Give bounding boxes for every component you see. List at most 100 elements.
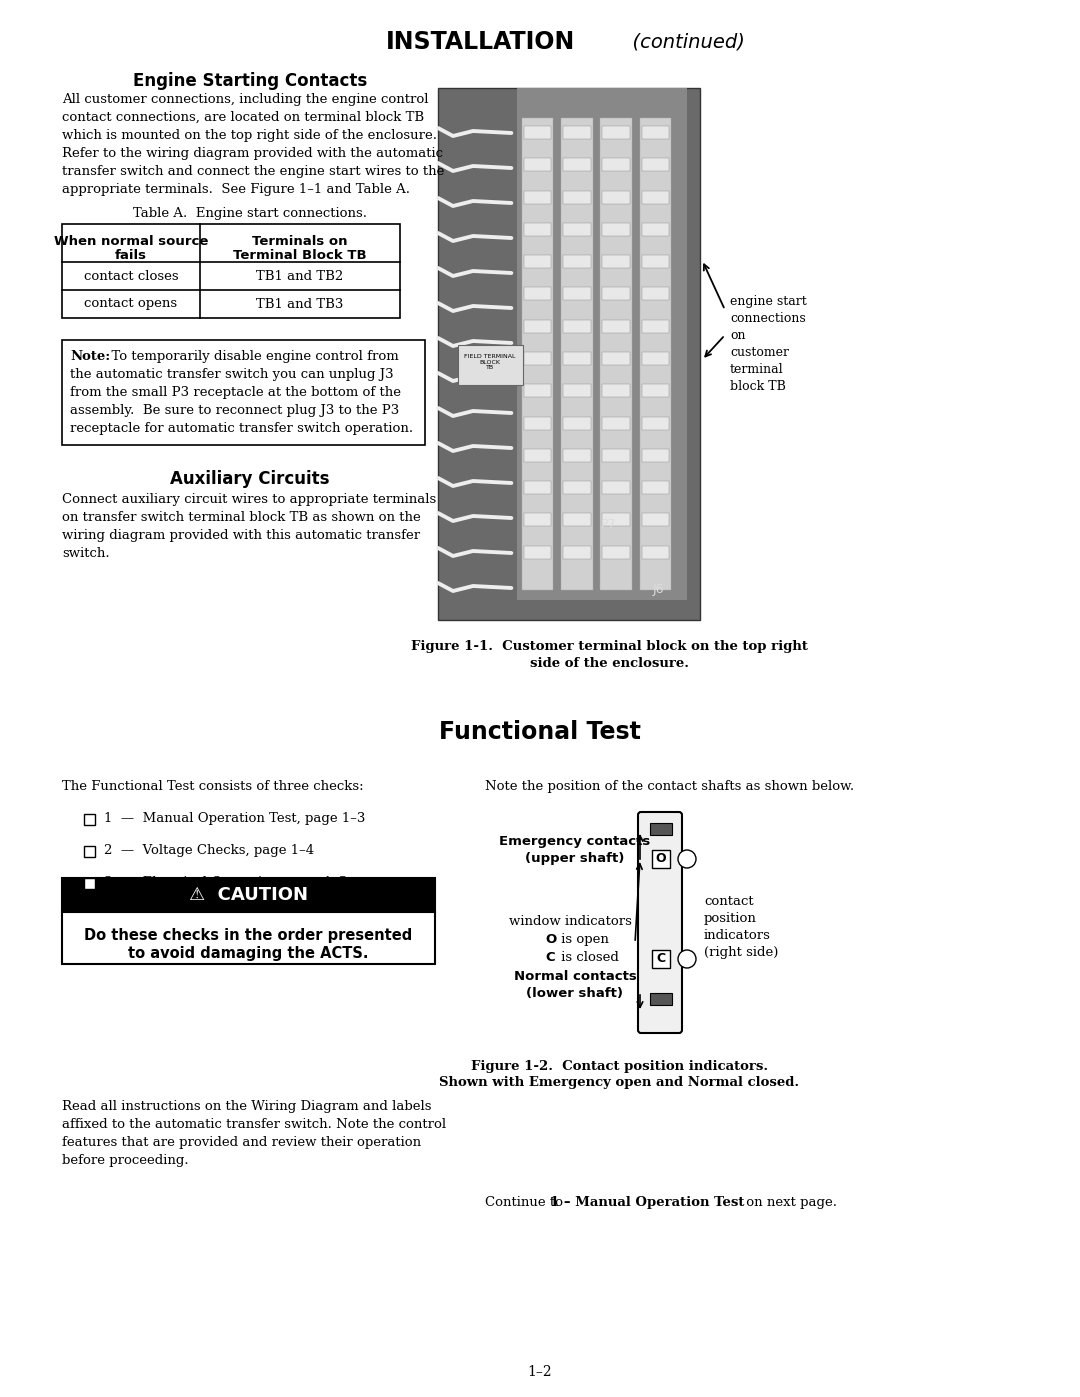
Bar <box>524 256 551 268</box>
Bar <box>650 993 672 1004</box>
Bar <box>62 224 400 319</box>
Text: Refer to the wiring diagram provided with the automatic: Refer to the wiring diagram provided wit… <box>62 147 443 161</box>
Text: Auxiliary Circuits: Auxiliary Circuits <box>171 469 329 488</box>
Text: Emergency contacts: Emergency contacts <box>499 835 650 848</box>
Bar <box>603 546 630 559</box>
Bar <box>524 320 551 332</box>
Bar <box>642 126 670 138</box>
Text: side of the enclosure.: side of the enclosure. <box>529 657 689 671</box>
Bar <box>516 88 687 599</box>
Bar <box>603 224 630 236</box>
Text: Functional Test: Functional Test <box>440 719 640 745</box>
Bar <box>603 448 630 462</box>
Text: ⚠  CAUTION: ⚠ CAUTION <box>189 886 308 904</box>
Circle shape <box>678 849 696 868</box>
Bar <box>524 352 551 365</box>
Bar <box>603 256 630 268</box>
Bar <box>563 256 591 268</box>
Text: To temporarily disable engine control from: To temporarily disable engine control fr… <box>103 351 399 363</box>
Text: (right side): (right side) <box>704 946 779 958</box>
Text: 2  —  Voltage Checks, page 1–4: 2 — Voltage Checks, page 1–4 <box>104 844 314 856</box>
Text: (lower shaft): (lower shaft) <box>527 988 623 1000</box>
Text: Read all instructions on the Wiring Diagram and labels: Read all instructions on the Wiring Diag… <box>62 1099 432 1113</box>
Text: contact connections, are located on terminal block TB: contact connections, are located on term… <box>62 110 424 124</box>
Bar <box>563 224 591 236</box>
Bar <box>642 481 670 495</box>
Text: window indicators: window indicators <box>509 915 632 928</box>
Bar <box>438 88 700 620</box>
Text: to avoid damaging the ACTS.: to avoid damaging the ACTS. <box>129 946 368 961</box>
Text: Engine Starting Contacts: Engine Starting Contacts <box>133 73 367 89</box>
Bar <box>562 117 593 590</box>
Bar <box>642 288 670 300</box>
Text: contact closes: contact closes <box>83 270 178 282</box>
Bar <box>642 190 670 204</box>
Text: Continue to: Continue to <box>485 1196 567 1208</box>
Bar <box>642 384 670 397</box>
Bar <box>603 481 630 495</box>
Bar <box>563 514 591 527</box>
Bar <box>524 416 551 429</box>
Text: contact opens: contact opens <box>84 298 177 310</box>
Bar <box>642 256 670 268</box>
Text: TB1 and TB3: TB1 and TB3 <box>256 298 343 310</box>
Text: appropriate terminals.  See Figure 1–1 and Table A.: appropriate terminals. See Figure 1–1 an… <box>62 183 410 196</box>
Bar <box>642 546 670 559</box>
Bar <box>524 190 551 204</box>
Bar <box>603 352 630 365</box>
Text: P7: P7 <box>600 518 616 531</box>
FancyBboxPatch shape <box>638 812 681 1032</box>
Text: TB1 and TB2: TB1 and TB2 <box>256 270 343 282</box>
Bar <box>603 288 630 300</box>
Text: INSTALLATION: INSTALLATION <box>386 29 575 54</box>
Bar <box>563 448 591 462</box>
Text: is open: is open <box>557 933 609 946</box>
Text: J6: J6 <box>652 584 664 597</box>
Text: transfer switch and connect the engine start wires to the: transfer switch and connect the engine s… <box>62 165 444 177</box>
Bar <box>84 814 95 826</box>
Bar <box>563 352 591 365</box>
Text: switch.: switch. <box>62 548 110 560</box>
Bar <box>524 384 551 397</box>
Text: connections: connections <box>730 312 806 326</box>
Text: 3  —  Electrical Operation, page 1–5: 3 — Electrical Operation, page 1–5 <box>104 876 347 888</box>
Text: 1 – Manual Operation Test: 1 – Manual Operation Test <box>550 1196 744 1208</box>
Text: receptacle for automatic transfer switch operation.: receptacle for automatic transfer switch… <box>70 422 414 434</box>
Text: FIELD TERMINAL
BLOCK
TB: FIELD TERMINAL BLOCK TB <box>464 353 516 370</box>
Bar <box>524 224 551 236</box>
Bar <box>563 320 591 332</box>
Bar <box>563 546 591 559</box>
Bar <box>563 126 591 138</box>
Circle shape <box>678 950 696 968</box>
Bar <box>603 514 630 527</box>
Text: affixed to the automatic transfer switch. Note the control: affixed to the automatic transfer switch… <box>62 1118 446 1132</box>
Text: engine start: engine start <box>730 295 807 307</box>
Text: Terminals on: Terminals on <box>253 235 348 249</box>
Text: 1–2: 1–2 <box>528 1365 552 1379</box>
Text: O: O <box>656 852 666 866</box>
Text: terminal: terminal <box>730 363 784 376</box>
Bar <box>652 950 670 968</box>
Bar <box>650 823 672 835</box>
Bar <box>642 224 670 236</box>
Bar <box>62 339 426 446</box>
Bar <box>563 158 591 172</box>
Bar <box>642 158 670 172</box>
Bar <box>603 384 630 397</box>
Bar <box>603 190 630 204</box>
Text: Terminal Block TB: Terminal Block TB <box>233 249 367 263</box>
Bar <box>524 158 551 172</box>
Text: O: O <box>545 933 556 946</box>
Text: Shown with Emergency open and Normal closed.: Shown with Emergency open and Normal clo… <box>440 1076 799 1090</box>
Bar <box>639 117 671 590</box>
Text: Table A.  Engine start connections.: Table A. Engine start connections. <box>133 207 367 219</box>
Bar <box>603 126 630 138</box>
Bar <box>600 117 632 590</box>
Text: on next page.: on next page. <box>742 1196 837 1208</box>
Bar <box>563 190 591 204</box>
Bar <box>524 481 551 495</box>
Bar <box>642 514 670 527</box>
Text: on: on <box>730 330 745 342</box>
Text: Connect auxiliary circuit wires to appropriate terminals: Connect auxiliary circuit wires to appro… <box>62 493 436 506</box>
Text: Do these checks in the order presented: Do these checks in the order presented <box>84 928 413 943</box>
